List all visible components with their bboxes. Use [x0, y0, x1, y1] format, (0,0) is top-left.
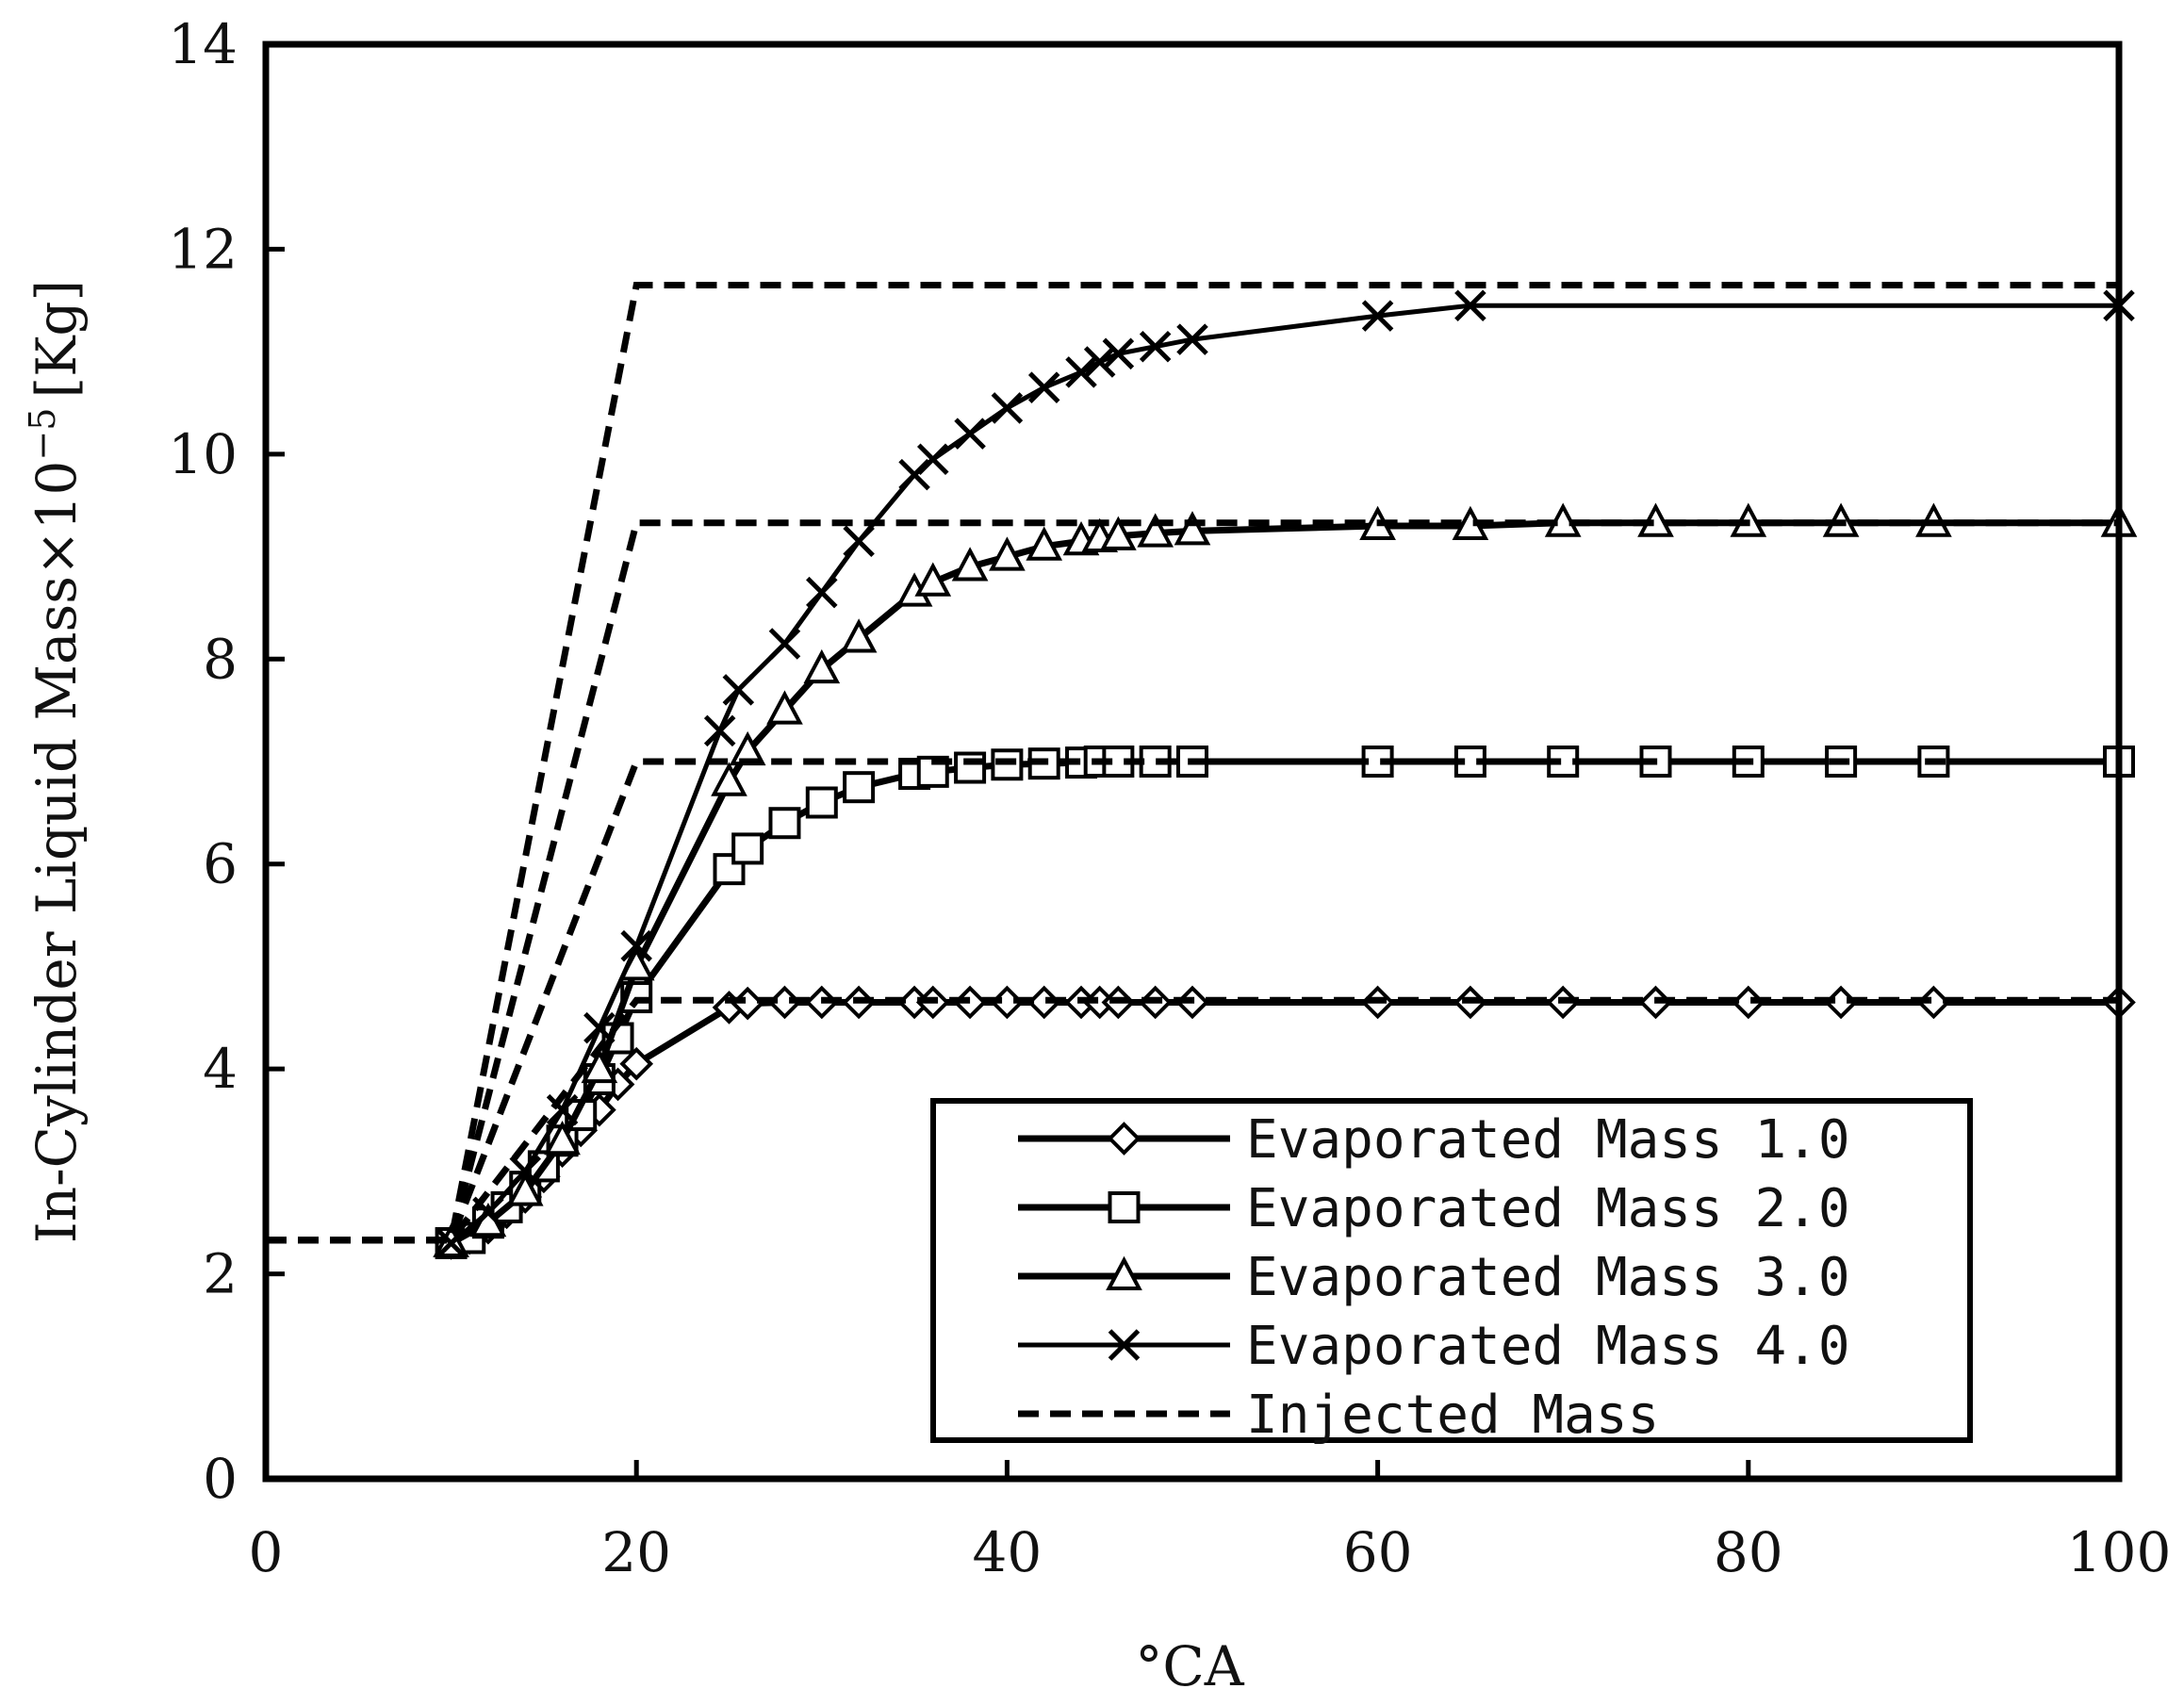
data-point	[506, 1172, 544, 1206]
y-tick-label: 12	[168, 217, 238, 281]
legend-entry: Evaporated Mass 3.0	[1018, 1247, 1850, 1308]
data-point	[1361, 300, 1394, 332]
legend-marker	[1108, 1191, 1141, 1223]
data-point	[806, 576, 838, 609]
series-injected-mass	[266, 282, 2119, 1244]
legend-marker	[1106, 1255, 1142, 1290]
y-tick-label: 6	[203, 832, 238, 896]
x-tick-label: 0	[249, 1520, 284, 1584]
data-point	[916, 443, 949, 476]
y-tick-label: 4	[203, 1037, 238, 1101]
data-point	[1083, 346, 1116, 378]
data-point	[766, 690, 803, 725]
data-point	[509, 1156, 542, 1188]
data-point	[989, 536, 1026, 571]
data-point	[1137, 513, 1174, 548]
x-tick-label: 60	[1343, 1520, 1413, 1584]
legend-marker	[1108, 1329, 1141, 1361]
y-tick-label: 0	[203, 1447, 238, 1511]
legend-label: Evaporated Mass 4.0	[1246, 1316, 1850, 1377]
data-point	[711, 762, 747, 796]
series-evaporated-mass-3-0	[433, 502, 2138, 1257]
injected-mass-line	[266, 519, 2119, 1244]
legend-entries: Evaporated Mass 1.0 Evaporated Mass 2.0 Ev…	[1018, 1109, 1850, 1446]
plot-marks	[266, 282, 2138, 1260]
data-point	[722, 674, 755, 706]
data-point	[544, 1120, 581, 1156]
data-point	[703, 714, 736, 747]
data-point	[768, 628, 801, 660]
data-point	[1454, 289, 1486, 321]
data-point	[954, 751, 987, 784]
x-tick-label: 80	[1714, 1520, 1783, 1584]
data-point	[843, 525, 875, 558]
legend-label: Injected Mass	[1246, 1385, 1659, 1446]
data-point	[1100, 516, 1137, 550]
data-point	[731, 832, 764, 865]
data-point	[583, 1011, 616, 1044]
injected-mass-line	[266, 996, 2119, 1244]
plot-frame	[262, 41, 2123, 1483]
axis-ticks: 0 2 4 6 8 10 12 14 0 20 40 60 80 100	[168, 12, 2171, 1584]
legend-entry: Evaporated Mass 1.0	[1018, 1109, 1850, 1171]
data-point	[954, 418, 986, 450]
data-point	[1027, 371, 1060, 403]
data-point	[620, 929, 652, 962]
legend-box	[930, 1098, 1973, 1443]
data-point	[803, 648, 841, 684]
data-point	[1174, 511, 1211, 546]
y-tick-label: 14	[168, 12, 238, 76]
legend-label: Evaporated Mass 3.0	[1246, 1247, 1850, 1308]
data-point	[1026, 526, 1063, 561]
data-point	[805, 786, 838, 819]
data-point	[914, 562, 952, 597]
legend-label: Evaporated Mass 2.0	[1246, 1178, 1850, 1239]
y-axis-label-main: In-Cylinder Liquid Mass×10	[25, 461, 89, 1244]
data-point	[546, 1093, 579, 1126]
y-tick-label: 10	[168, 422, 238, 486]
series-evaporated-mass-4-0	[435, 289, 2135, 1259]
y-axis-label-unit: [Kg]	[25, 280, 89, 399]
legend: Evaporated Mass 1.0 Evaporated Mass 2.0 Ev…	[930, 1098, 1973, 1446]
data-point	[768, 807, 801, 840]
x-tick-label: 100	[2067, 1520, 2172, 1584]
data-point	[991, 392, 1024, 424]
legend-label: Evaporated Mass 1.0	[1246, 1109, 1850, 1171]
data-point	[840, 618, 878, 653]
y-axis-label-exponent: −5	[22, 408, 63, 461]
y-axis-label: In-Cylinder Liquid Mass×10−5 [Kg]	[22, 280, 89, 1243]
data-point	[1176, 323, 1208, 355]
legend-entry: Evaporated Mass 4.0	[1018, 1316, 1850, 1377]
injected-mass-line	[266, 282, 2119, 1244]
data-point	[619, 1046, 654, 1081]
data-point	[843, 771, 876, 804]
legend-marker	[1107, 1122, 1141, 1156]
data-point	[1065, 356, 1097, 388]
y-tick-label: 8	[203, 627, 238, 691]
data-point	[1102, 337, 1135, 370]
x-tick-label: 40	[972, 1520, 1042, 1584]
data-point	[1139, 330, 1172, 363]
legend-entry: Injected Mass	[1018, 1385, 1659, 1446]
y-tick-label: 2	[203, 1242, 238, 1306]
x-tick-label: 20	[601, 1520, 671, 1584]
data-point	[435, 1227, 468, 1259]
data-point	[581, 1048, 618, 1084]
data-point	[951, 547, 989, 582]
x-axis-label: °CA	[1135, 1634, 1244, 1698]
legend-entry: Evaporated Mass 2.0	[1018, 1178, 1850, 1239]
